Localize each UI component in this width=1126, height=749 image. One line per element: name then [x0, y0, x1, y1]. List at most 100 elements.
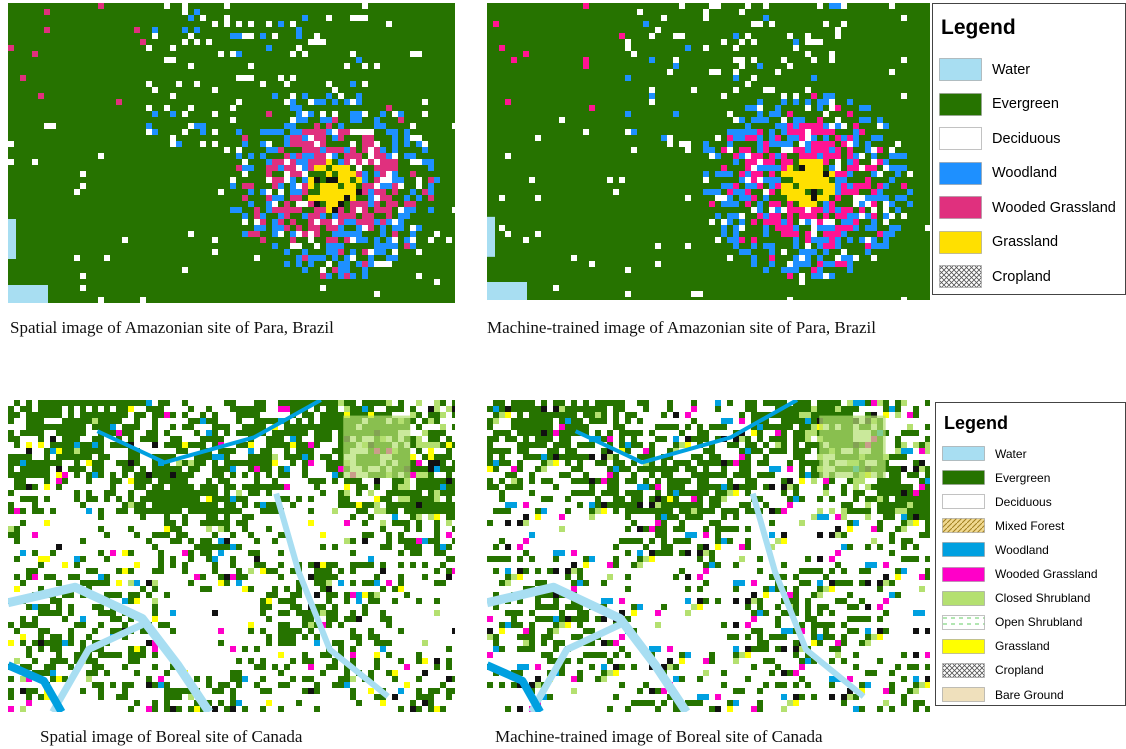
- map-pixel: [434, 538, 440, 544]
- map-pixel: [290, 237, 296, 243]
- map-pixel: [302, 448, 308, 454]
- map-pixel: [452, 478, 455, 484]
- map-pixel: [38, 646, 44, 652]
- legend-swatch: [939, 265, 982, 288]
- map-pixel: [32, 658, 38, 664]
- map-pixel: [170, 466, 176, 472]
- map-pixel: [871, 243, 877, 249]
- map-pixel: [350, 129, 356, 135]
- map-pixel: [398, 496, 404, 502]
- map-pixel: [416, 183, 422, 189]
- legend-label: Grassland: [992, 234, 1058, 250]
- swatch-fill: [940, 197, 982, 219]
- map-pixel: [673, 478, 679, 484]
- map-pixel: [925, 484, 930, 490]
- map-pixel: [116, 652, 122, 658]
- map-pixel: [601, 676, 607, 682]
- map-pixel: [751, 478, 757, 484]
- map-pixel: [380, 243, 386, 249]
- map-pixel: [434, 466, 440, 472]
- map-pixel: [829, 568, 835, 574]
- map-pixel: [529, 610, 535, 616]
- map-pixel: [410, 496, 416, 502]
- map-pixel: [829, 165, 835, 171]
- map-pixel: [362, 604, 368, 610]
- map-pixel: [344, 63, 350, 69]
- map-pixel: [739, 466, 745, 472]
- map-pixel: [751, 484, 757, 490]
- map-pixel: [835, 207, 841, 213]
- map-boreal-spatial: [8, 400, 455, 712]
- map-pixel: [38, 556, 44, 562]
- map-pixel: [416, 177, 422, 183]
- map-pixel: [344, 598, 350, 604]
- map-pixel: [811, 165, 817, 171]
- map-pixel: [356, 159, 362, 165]
- map-pixel: [535, 195, 541, 201]
- map-pixel: [338, 460, 344, 466]
- map-pixel: [200, 574, 206, 580]
- map-pixel: [80, 285, 86, 291]
- map-pixel: [865, 195, 871, 201]
- map-pixel: [74, 400, 80, 406]
- map-pixel: [901, 93, 907, 99]
- map-pixel: [769, 255, 775, 261]
- map-pixel: [793, 255, 799, 261]
- map-pixel: [739, 412, 745, 418]
- map-pixel: [260, 141, 266, 147]
- map-pixel: [685, 141, 691, 147]
- map-pixel: [769, 189, 775, 195]
- map-pixel: [254, 502, 260, 508]
- map-pixel: [428, 430, 434, 436]
- map-pixel: [865, 105, 871, 111]
- map-pixel: [302, 51, 308, 57]
- map-pixel: [368, 147, 374, 153]
- map-pixel: [703, 484, 709, 490]
- map-pixel: [793, 430, 799, 436]
- map-pixel: [212, 111, 218, 117]
- map-pixel: [242, 424, 248, 430]
- map-pixel: [619, 682, 625, 688]
- map-pixel: [386, 171, 392, 177]
- map-pixel: [583, 616, 589, 622]
- map-pixel: [242, 646, 248, 652]
- map-pixel: [260, 406, 266, 412]
- map-pixel: [116, 568, 122, 574]
- map-pixel: [356, 237, 362, 243]
- map-pixel: [787, 171, 793, 177]
- map-pixel: [805, 604, 811, 610]
- map-pixel: [841, 502, 847, 508]
- map-pixel: [344, 189, 350, 195]
- map-pixel: [871, 153, 877, 159]
- map-pixel: [559, 418, 565, 424]
- map-pixel: [871, 484, 877, 490]
- map-pixel: [523, 442, 529, 448]
- map-pixel: [721, 39, 727, 45]
- map-pixel: [769, 520, 775, 526]
- map-pixel: [685, 45, 691, 51]
- map-pixel: [392, 201, 398, 207]
- map-pixel: [727, 255, 733, 261]
- map-pixel: [188, 442, 194, 448]
- map-pixel: [793, 207, 799, 213]
- map-pixel: [56, 544, 62, 550]
- map-pixel: [799, 273, 805, 279]
- map-pixel: [110, 484, 116, 490]
- map-pixel: [392, 237, 398, 243]
- map-pixel: [218, 544, 224, 550]
- map-pixel: [296, 183, 302, 189]
- map-pixel: [134, 562, 140, 568]
- map-pixel: [589, 418, 595, 424]
- map-pixel: [823, 400, 829, 406]
- map-pixel: [895, 484, 901, 490]
- map-pixel: [446, 472, 452, 478]
- map-pixel: [74, 436, 80, 442]
- map-pixel: [745, 135, 751, 141]
- map-pixel: [679, 652, 685, 658]
- map-pixel: [775, 177, 781, 183]
- map-pixel: [212, 568, 218, 574]
- map-pixel: [302, 412, 308, 418]
- map-pixel: [200, 502, 206, 508]
- map-pixel: [895, 436, 901, 442]
- map-pixel: [625, 652, 631, 658]
